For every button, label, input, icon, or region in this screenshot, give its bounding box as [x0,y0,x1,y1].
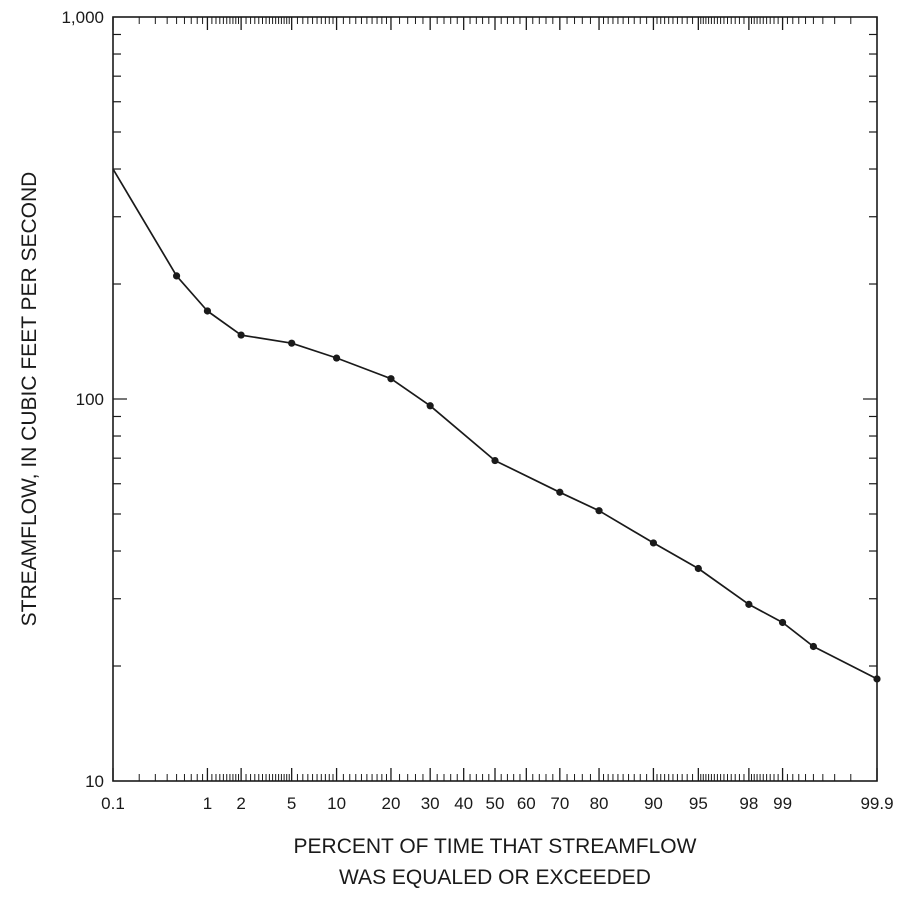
x-tick-label: 20 [382,794,401,813]
x-tick-label: 10 [327,794,346,813]
series-layer [112,168,881,683]
data-point [778,618,787,627]
y-axis-title: STREAMFLOW, IN CUBIC FEET PER SECOND [18,172,41,627]
data-point [649,539,658,547]
y-tick-label: 1,000 [61,8,104,27]
x-axis-title-line-2: WAS EQUALED OR EXCEEDED [339,866,651,889]
x-tick-label: 0.1 [101,794,125,813]
x-tick-labels: 0.1 1 2 5 10 20 30 40 50 60 70 80 90 95 98 99 99.9 [101,794,893,813]
data-point [491,456,499,465]
plot-frame [112,16,878,782]
x-tick-label: 40 [454,794,473,813]
data-point [595,507,603,515]
data-point [809,642,818,651]
x-tick-label: 98 [739,794,758,813]
x-tick-label: 95 [689,794,708,813]
data-point [172,272,181,280]
x-tick-label: 2 [236,794,245,813]
data-point [745,600,753,608]
x-axis-title-line-1: PERCENT OF TIME THAT STREAMFLOW [294,835,697,858]
data-point [556,488,564,496]
minor-ticks [113,17,878,781]
data-point [203,307,212,315]
x-tick-label: 5 [287,794,296,813]
x-tick-label: 1 [203,794,212,813]
x-tick-label: 90 [644,794,663,813]
data-point [426,402,434,410]
y-tick-label: 100 [76,390,104,409]
major-ticks [112,17,878,781]
flow-duration-line [112,168,878,680]
x-tick-label: 50 [486,794,505,813]
x-tick-label: 80 [590,794,609,813]
data-point [237,331,245,339]
y-tick-label: 10 [85,772,104,791]
y-tick-labels: 10 100 1,000 [61,8,104,791]
x-tick-label: 99.9 [860,794,893,813]
x-tick-label: 99 [773,794,792,813]
data-point [288,339,296,347]
data-point [694,564,702,573]
x-tick-label: 70 [550,794,569,813]
data-point [332,354,341,362]
x-tick-label: 60 [517,794,536,813]
data-point [387,375,395,383]
x-tick-label: 30 [421,794,440,813]
